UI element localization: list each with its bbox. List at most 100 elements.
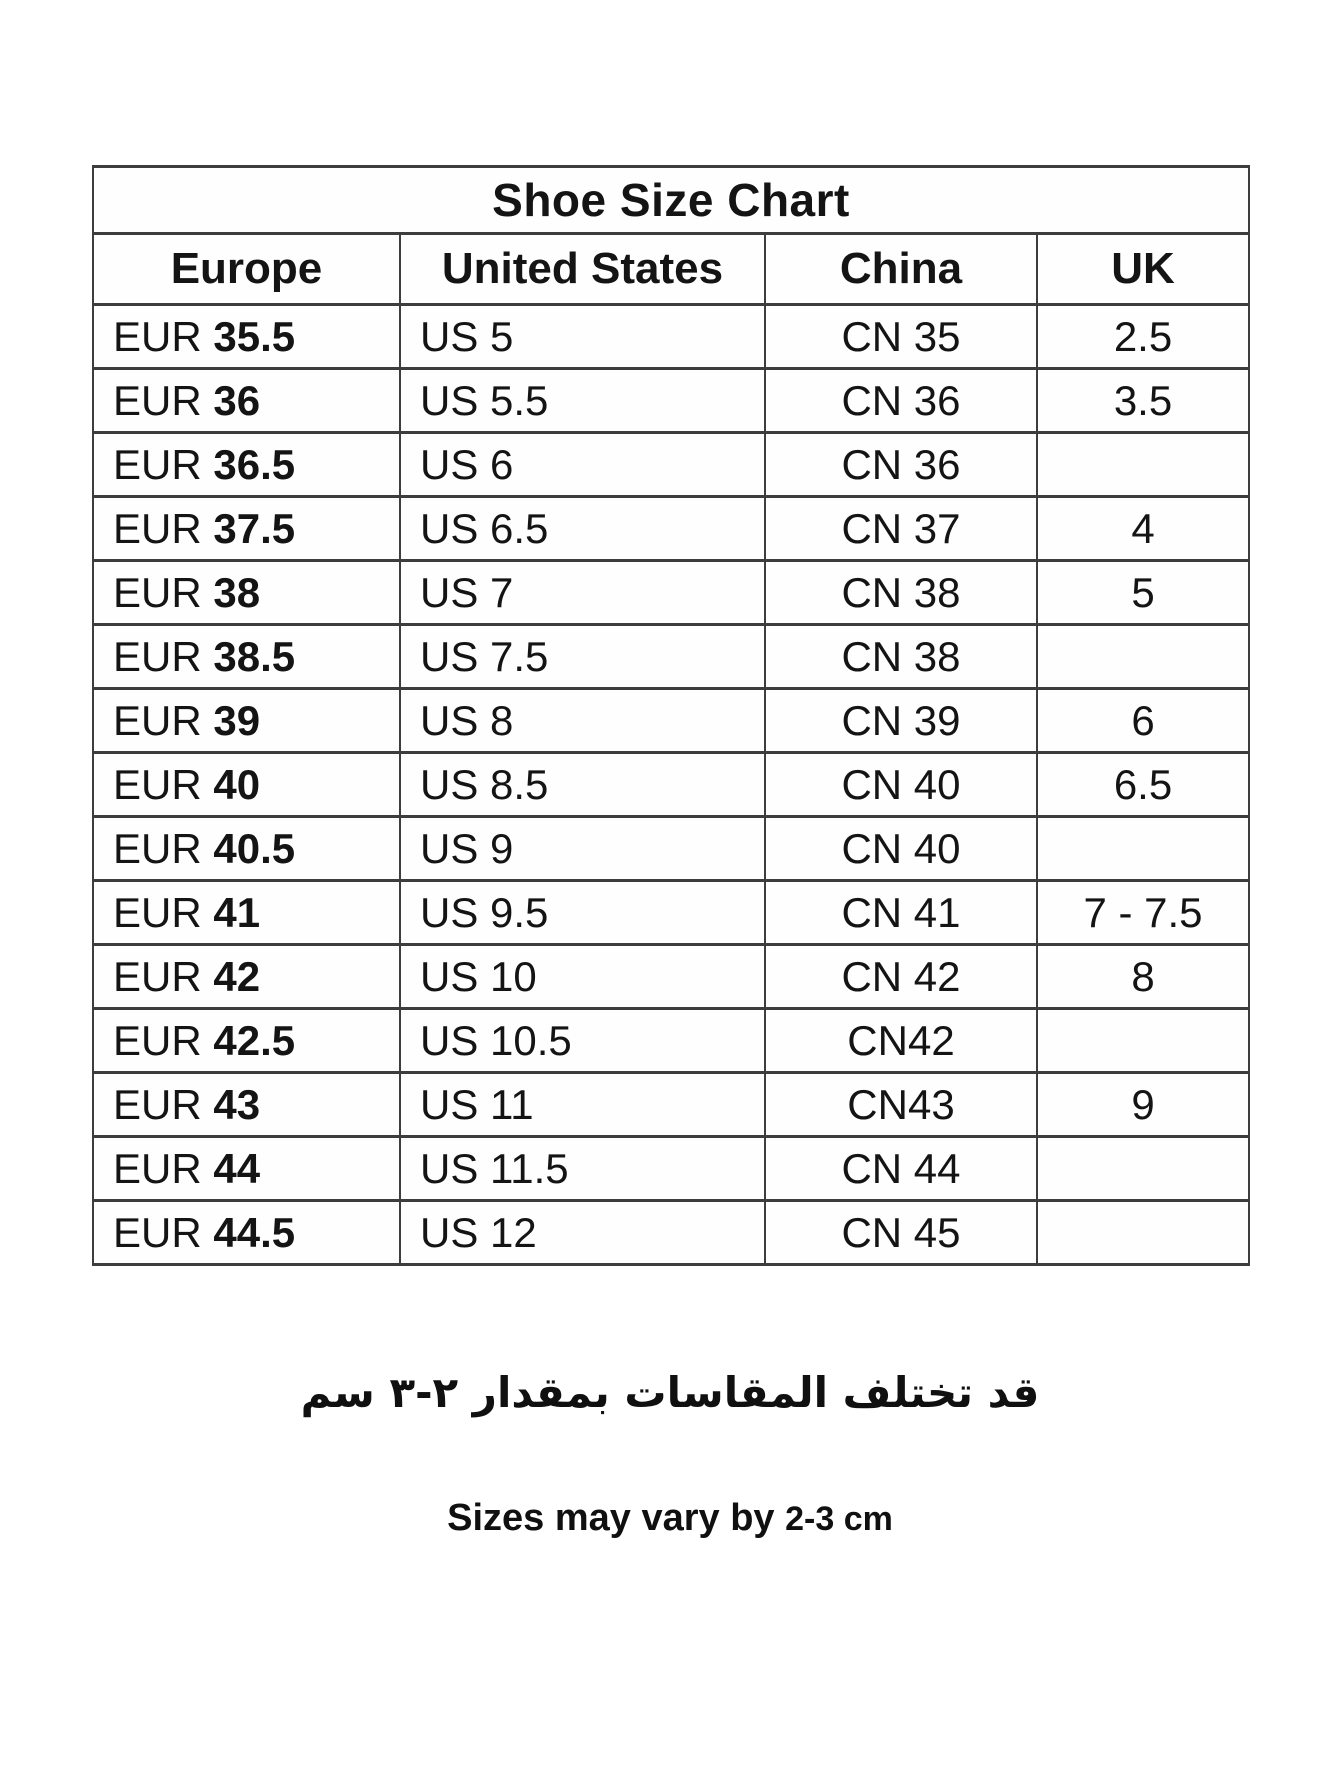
eur-prefix: EUR bbox=[113, 632, 202, 680]
cell-uk bbox=[1035, 623, 1251, 690]
cell-europe: EUR 40 bbox=[92, 751, 401, 818]
cell-united-states: US 10 bbox=[399, 943, 766, 1010]
cell-china: CN 42 bbox=[764, 943, 1038, 1010]
table-row: EUR 37.5 US 6.5 CN 37 4 bbox=[92, 495, 1251, 562]
table-row: EUR 38 US 7 CN 38 5 bbox=[92, 559, 1251, 626]
column-header-china: China bbox=[764, 232, 1038, 306]
table-row: EUR 40.5 US 9 CN 40 bbox=[92, 815, 1251, 882]
eur-size-value: 40 bbox=[213, 760, 261, 808]
cell-europe: EUR 35.5 bbox=[92, 303, 401, 370]
table-body: EUR 35.5 US 5 CN 35 2.5 EUR 36 US 5.5 CN 36 3.5… bbox=[92, 303, 1251, 1266]
eur-prefix: EUR bbox=[113, 696, 202, 744]
eur-size-value: 38 bbox=[213, 568, 261, 616]
cell-uk bbox=[1035, 1007, 1251, 1074]
cell-united-states: US 6.5 bbox=[399, 495, 766, 562]
table-row: EUR 42.5 US 10.5 CN42 bbox=[92, 1007, 1251, 1074]
cell-united-states: US 9.5 bbox=[399, 879, 766, 946]
cell-uk: 7 - 7.5 bbox=[1035, 879, 1251, 946]
eur-prefix: EUR bbox=[113, 952, 202, 1000]
cell-china: CN 35 bbox=[764, 303, 1038, 370]
cell-uk: 6 bbox=[1035, 687, 1251, 754]
eur-size-value: 44 bbox=[213, 1144, 261, 1192]
table-row: EUR 36 US 5.5 CN 36 3.5 bbox=[92, 367, 1251, 434]
shoe-size-table: Shoe Size Chart Europe United States Chi… bbox=[91, 165, 1251, 1266]
cell-china: CN 37 bbox=[764, 495, 1038, 562]
cell-united-states: US 7 bbox=[399, 559, 766, 626]
cell-china: CN 44 bbox=[764, 1135, 1038, 1202]
eur-size-value: 40.5 bbox=[213, 824, 296, 872]
eur-prefix: EUR bbox=[113, 1016, 202, 1064]
cell-uk: 4 bbox=[1035, 495, 1251, 562]
cell-china: CN 39 bbox=[764, 687, 1038, 754]
table-row: EUR 36.5 US 6 CN 36 bbox=[92, 431, 1251, 498]
column-header-uk: UK bbox=[1035, 232, 1251, 306]
cell-china: CN 38 bbox=[764, 623, 1038, 690]
cell-europe: EUR 44 bbox=[92, 1135, 401, 1202]
header-row: Europe United States China UK bbox=[92, 232, 1251, 306]
cell-united-states: US 12 bbox=[399, 1199, 766, 1266]
eur-size-value: 36 bbox=[213, 376, 261, 424]
cell-china: CN 40 bbox=[764, 815, 1038, 882]
column-header-europe: Europe bbox=[92, 232, 401, 306]
table-row: EUR 41 US 9.5 CN 41 7 - 7.5 bbox=[92, 879, 1251, 946]
cell-uk: 6.5 bbox=[1035, 751, 1251, 818]
cell-uk: 2.5 bbox=[1035, 303, 1251, 370]
cell-europe: EUR 36 bbox=[92, 367, 401, 434]
eur-size-value: 35.5 bbox=[213, 312, 296, 360]
note-arabic: قد تختلف المقاسات بمقدار ٢-٣ سم bbox=[300, 1368, 1040, 1417]
cell-china: CN 36 bbox=[764, 367, 1038, 434]
cell-europe: EUR 39 bbox=[92, 687, 401, 754]
cell-uk: 8 bbox=[1035, 943, 1251, 1010]
cell-uk bbox=[1035, 815, 1251, 882]
eur-size-value: 43 bbox=[213, 1080, 261, 1128]
cell-united-states: US 5.5 bbox=[399, 367, 766, 434]
cell-uk: 5 bbox=[1035, 559, 1251, 626]
table-row: EUR 40 US 8.5 CN 40 6.5 bbox=[92, 751, 1251, 818]
cell-united-states: US 5 bbox=[399, 303, 766, 370]
cell-europe: EUR 36.5 bbox=[92, 431, 401, 498]
eur-prefix: EUR bbox=[113, 1080, 202, 1128]
table-row: EUR 43 US 11 CN43 9 bbox=[92, 1071, 1251, 1138]
eur-prefix: EUR bbox=[113, 1144, 202, 1192]
table-title: Shoe Size Chart bbox=[91, 165, 1251, 235]
eur-prefix: EUR bbox=[113, 888, 202, 936]
cell-united-states: US 8.5 bbox=[399, 751, 766, 818]
title-row: Shoe Size Chart bbox=[91, 165, 1251, 235]
cell-china: CN43 bbox=[764, 1071, 1038, 1138]
cell-europe: EUR 37.5 bbox=[92, 495, 401, 562]
table-row: EUR 44 US 11.5 CN 44 bbox=[92, 1135, 1251, 1202]
eur-size-value: 44.5 bbox=[213, 1208, 296, 1256]
cell-uk bbox=[1035, 1135, 1251, 1202]
eur-size-value: 39 bbox=[213, 696, 261, 744]
cell-europe: EUR 42 bbox=[92, 943, 401, 1010]
eur-prefix: EUR bbox=[113, 824, 202, 872]
cell-china: CN 41 bbox=[764, 879, 1038, 946]
cell-europe: EUR 38.5 bbox=[92, 623, 401, 690]
eur-size-value: 42.5 bbox=[213, 1016, 296, 1064]
cell-united-states: US 9 bbox=[399, 815, 766, 882]
table-row: EUR 35.5 US 5 CN 35 2.5 bbox=[92, 303, 1251, 370]
cell-europe: EUR 43 bbox=[92, 1071, 401, 1138]
cell-united-states: US 10.5 bbox=[399, 1007, 766, 1074]
note-english-text: Sizes may vary by bbox=[447, 1497, 775, 1539]
cell-united-states: US 6 bbox=[399, 431, 766, 498]
cell-europe: EUR 44.5 bbox=[92, 1199, 401, 1266]
eur-prefix: EUR bbox=[113, 1208, 202, 1256]
note-english-measure: 2-3 cm bbox=[785, 1500, 893, 1538]
cell-china: CN 38 bbox=[764, 559, 1038, 626]
eur-prefix: EUR bbox=[113, 440, 202, 488]
eur-size-value: 36.5 bbox=[213, 440, 296, 488]
table-row: EUR 42 US 10 CN 42 8 bbox=[92, 943, 1251, 1010]
cell-china: CN 36 bbox=[764, 431, 1038, 498]
eur-prefix: EUR bbox=[113, 312, 202, 360]
table-row: EUR 44.5 US 12 CN 45 bbox=[92, 1199, 1251, 1266]
eur-prefix: EUR bbox=[113, 376, 202, 424]
cell-china: CN 40 bbox=[764, 751, 1038, 818]
eur-size-value: 38.5 bbox=[213, 632, 296, 680]
eur-size-value: 41 bbox=[213, 888, 261, 936]
cell-europe: EUR 41 bbox=[92, 879, 401, 946]
cell-china: CN 45 bbox=[764, 1199, 1038, 1266]
eur-prefix: EUR bbox=[113, 568, 202, 616]
cell-united-states: US 8 bbox=[399, 687, 766, 754]
